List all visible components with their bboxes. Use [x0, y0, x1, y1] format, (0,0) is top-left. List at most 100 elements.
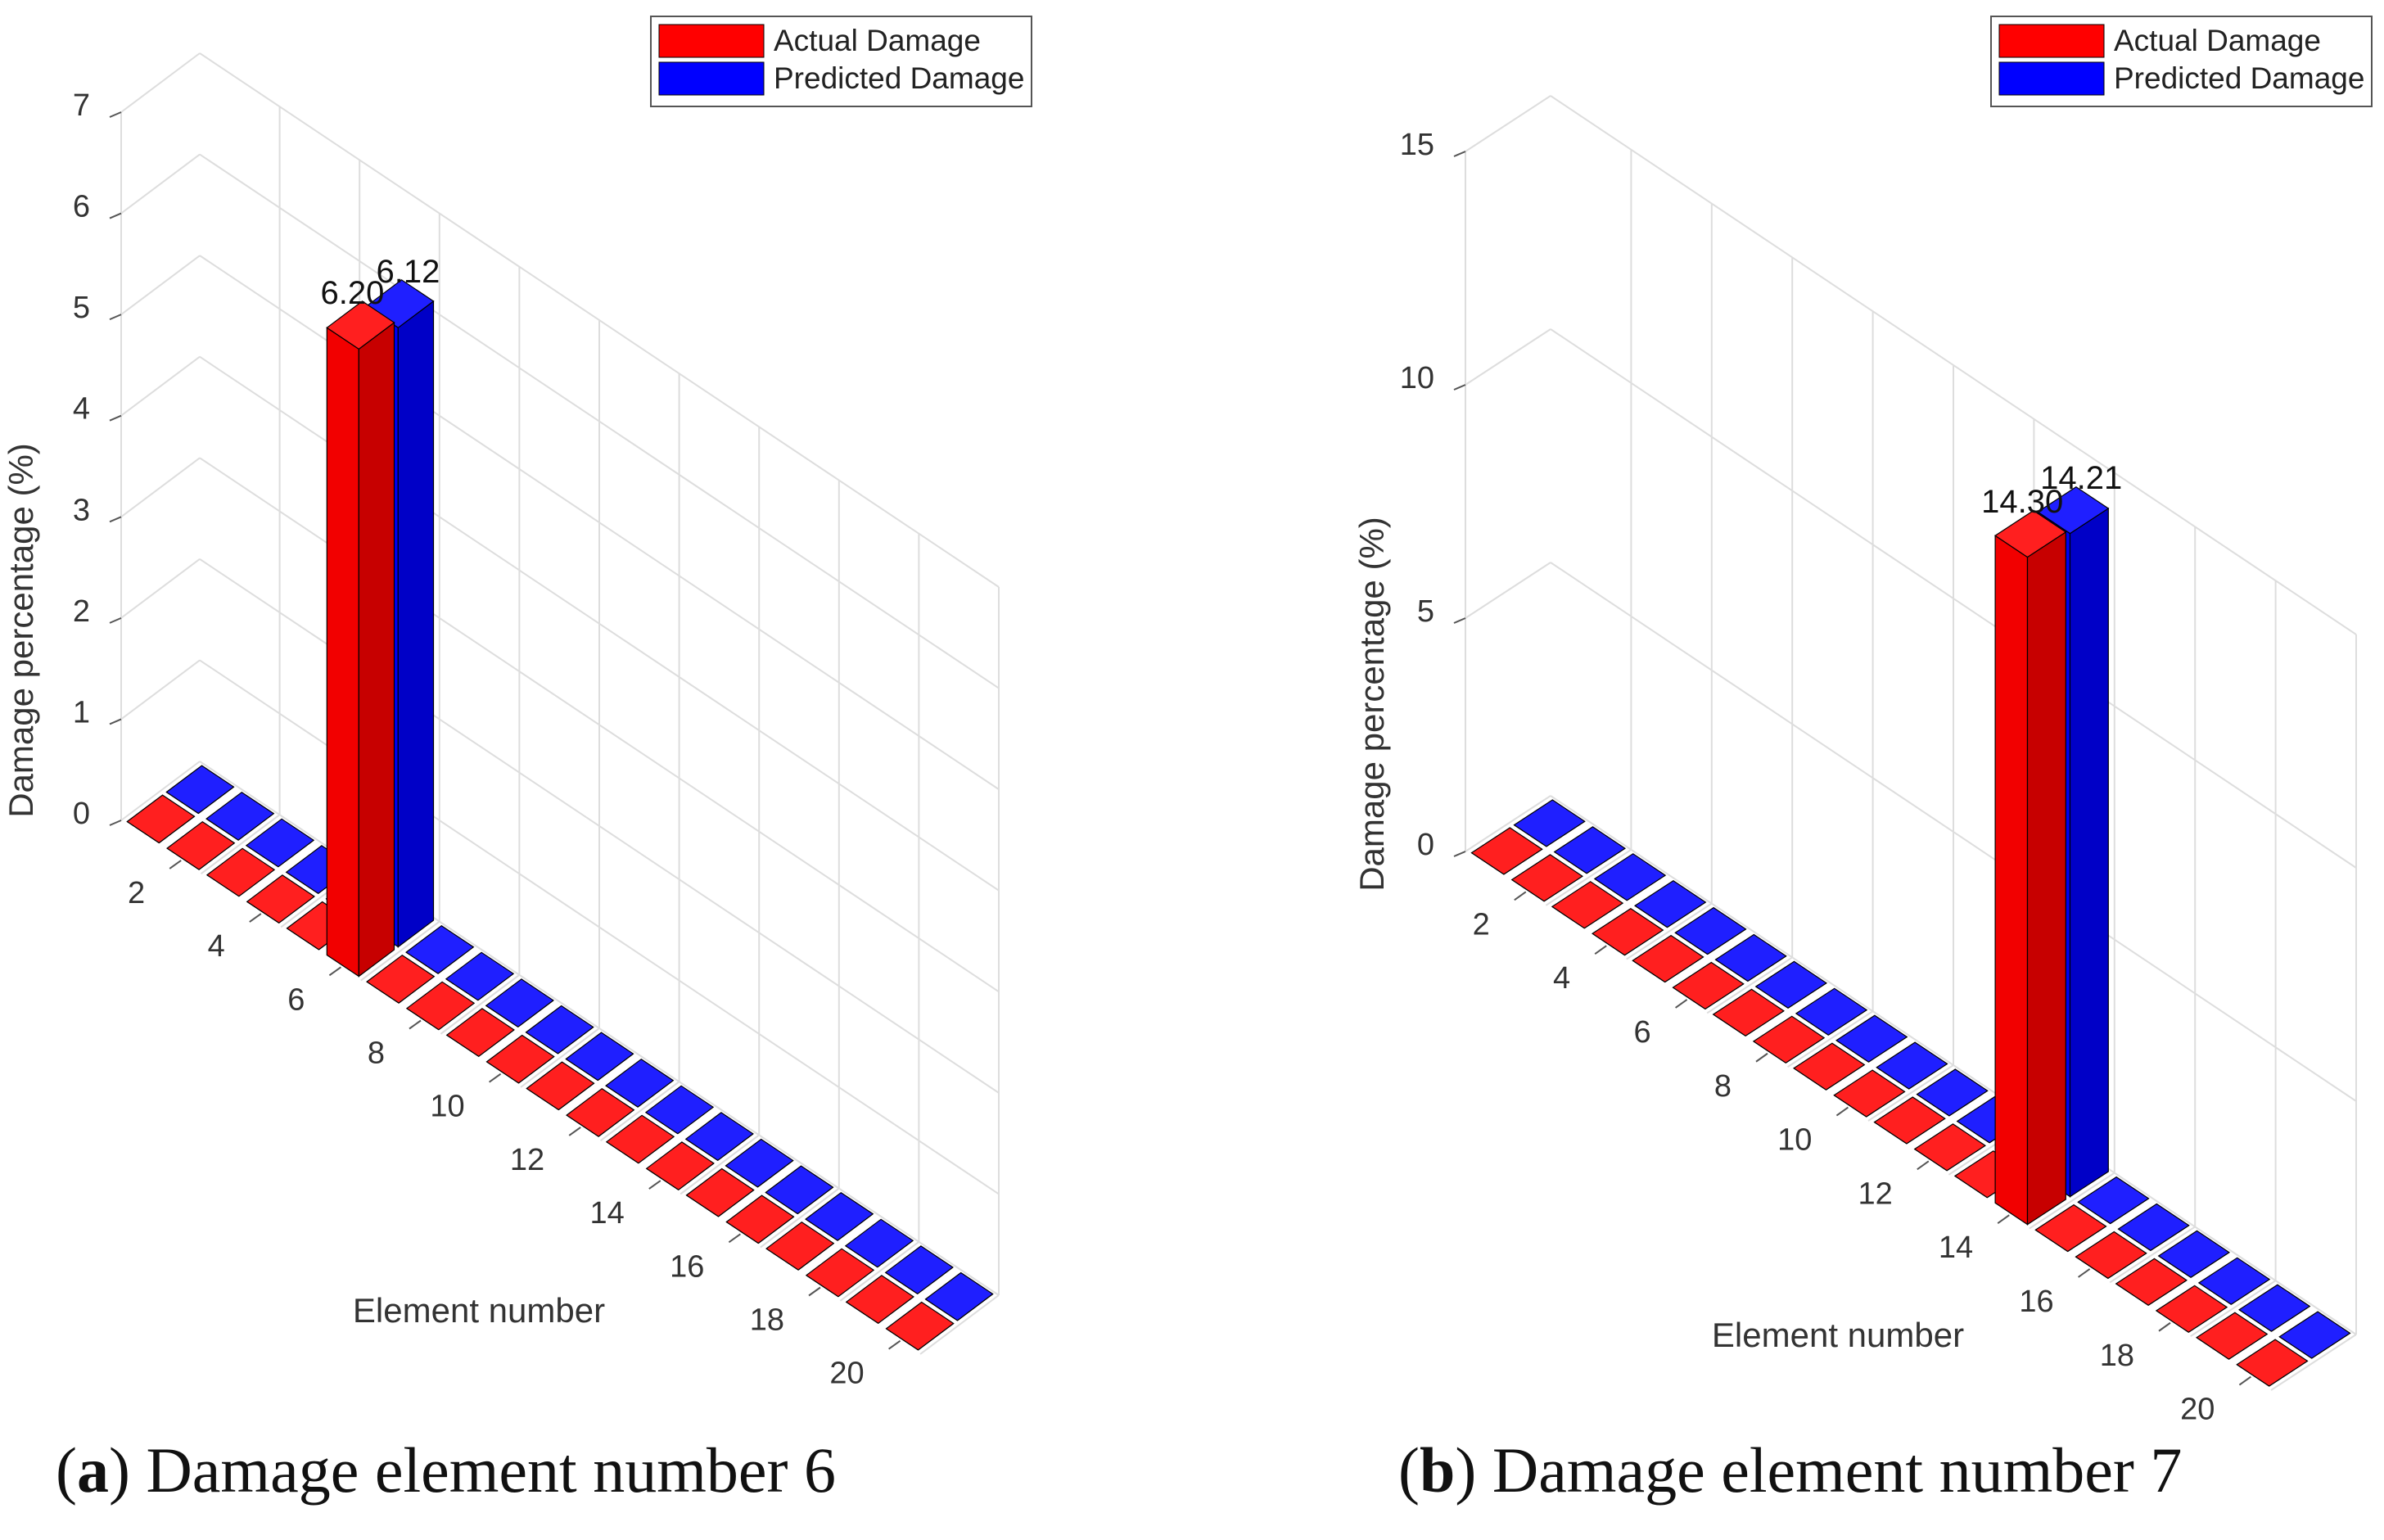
bar-top-face — [1752, 1015, 1826, 1064]
bar-top-face — [924, 1271, 994, 1321]
bar-top-face — [165, 765, 235, 815]
x-tick-mark — [1514, 891, 1527, 901]
bar-top-face — [1551, 881, 1624, 929]
legend-label-actual: Actual Damage — [2114, 24, 2321, 57]
bar-side-face — [2069, 507, 2109, 1198]
bar-actual-element-15 — [2034, 1204, 2107, 1253]
bar-actual-element-1 — [1470, 827, 1543, 875]
x-tick-label: 18 — [750, 1303, 784, 1338]
bar-predicted-element-18 — [844, 1218, 914, 1268]
bar-top-face — [2115, 1258, 2188, 1307]
bar-top-face — [2197, 1257, 2271, 1305]
bar-actual-element-6 — [326, 300, 395, 978]
y-axis-label: Damage percentage (%) — [2, 443, 40, 818]
bar-actual-element-3 — [1551, 881, 1624, 929]
y-axis-label: Damage percentage (%) — [1352, 517, 1391, 892]
x-tick-label: 14 — [1939, 1231, 1973, 1265]
bar-side-face — [358, 321, 395, 978]
gridline-side — [120, 153, 201, 215]
gridline-side — [1465, 95, 1551, 152]
bar-actual-element-19 — [2196, 1312, 2269, 1360]
gridline-side — [120, 355, 201, 417]
x-tick-mark — [568, 1127, 581, 1136]
bar-front-face — [1994, 535, 2029, 1226]
z-tick-label: 3 — [73, 493, 90, 527]
x-tick-mark — [489, 1073, 502, 1083]
bar-predicted-element-8 — [1795, 987, 1868, 1036]
data-label-predicted: 6.12 — [376, 254, 440, 290]
bar-predicted-element-16 — [765, 1165, 834, 1215]
z-tick-label: 5 — [73, 291, 90, 325]
bar-top-face — [1674, 906, 1747, 955]
bar-predicted-element-3 — [245, 818, 315, 868]
bar-top-face — [485, 1034, 555, 1084]
bar-actual-element-16 — [725, 1195, 795, 1244]
bar-top-face — [2075, 1231, 2147, 1280]
x-tick-mark — [728, 1233, 741, 1244]
x-tick-mark — [1835, 1106, 1849, 1117]
gridline-floor — [2270, 1334, 2357, 1391]
bar-top-face — [645, 1141, 715, 1191]
bar-predicted-element-19 — [2238, 1284, 2311, 1332]
bar-actual-element-19 — [845, 1275, 914, 1325]
bar-actual-element-18 — [805, 1248, 875, 1298]
x-tick-label: 20 — [2180, 1393, 2215, 1427]
caption-panel-letter: b — [1420, 1434, 1455, 1506]
z-tick-mark — [1453, 617, 1466, 624]
z-tick-label: 0 — [1417, 828, 1434, 862]
gridline-side — [1465, 562, 1551, 619]
bar-top-face — [526, 1061, 595, 1111]
caption-text: Damage element number 7 — [1492, 1434, 2183, 1506]
bar-top-face — [1470, 827, 1543, 875]
gridline-floor — [1545, 848, 1632, 906]
x-tick-label: 16 — [2019, 1285, 2053, 1319]
bar-actual-element-5 — [1632, 934, 1704, 983]
x-tick-label: 4 — [208, 929, 225, 964]
gridline-floor — [1867, 1064, 1954, 1122]
bar-top-face — [485, 978, 554, 1028]
bar-top-face — [2155, 1285, 2228, 1333]
z-tick-mark — [109, 516, 122, 523]
bar-side-face — [2026, 531, 2066, 1226]
bar-actual-element-18 — [2155, 1285, 2228, 1333]
bar-top-face — [805, 1191, 874, 1241]
x-axis-label: Element number — [353, 1291, 605, 1330]
bar-predicted-element-15 — [2077, 1176, 2150, 1225]
z-tick-label: 2 — [73, 594, 90, 629]
bar-predicted-element-5 — [1674, 906, 1747, 955]
bar-top-face — [1513, 799, 1586, 847]
x-tick-label: 6 — [1633, 1015, 1650, 1050]
bar-top-face — [246, 874, 315, 924]
bar-predicted-element-4 — [1634, 879, 1707, 928]
bar-top-face — [725, 1195, 795, 1244]
x-tick-label: 20 — [829, 1357, 864, 1391]
bar-predicted-element-1 — [1513, 799, 1586, 847]
bar-top-face — [2077, 1176, 2150, 1225]
bar-top-face — [366, 954, 436, 1004]
bar-actual-element-15 — [685, 1167, 755, 1217]
bar-top-face — [1793, 1042, 1866, 1091]
caption-open-paren: ( — [1398, 1434, 1420, 1506]
bar-top-face — [2157, 1230, 2230, 1279]
gridline-floor — [360, 920, 440, 982]
gridline-floor — [680, 1134, 760, 1195]
x-tick-label: 14 — [590, 1196, 625, 1231]
bar-predicted-element-7 — [1754, 960, 1827, 1009]
z-tick-mark — [109, 111, 122, 118]
bar-actual-element-3 — [205, 847, 276, 897]
bar-top-face — [525, 1005, 594, 1055]
z-tick-label: 15 — [1400, 128, 1434, 162]
x-tick-label: 2 — [128, 876, 145, 910]
bar-predicted-element-17 — [2157, 1230, 2230, 1279]
x-tick-mark — [1997, 1214, 2010, 1224]
z-tick-mark — [109, 718, 122, 725]
legend-label-actual: Actual Damage — [774, 24, 981, 57]
z-tick-mark — [109, 616, 122, 624]
bar-actual-element-10 — [485, 1034, 555, 1084]
bar-top-face — [1712, 988, 1785, 1037]
bar-actual-element-14 — [1994, 509, 2067, 1226]
x-tick-mark — [888, 1339, 901, 1350]
x-tick-label: 10 — [430, 1090, 464, 1124]
gridline-side — [120, 558, 201, 619]
z-tick-mark — [1453, 851, 1466, 857]
